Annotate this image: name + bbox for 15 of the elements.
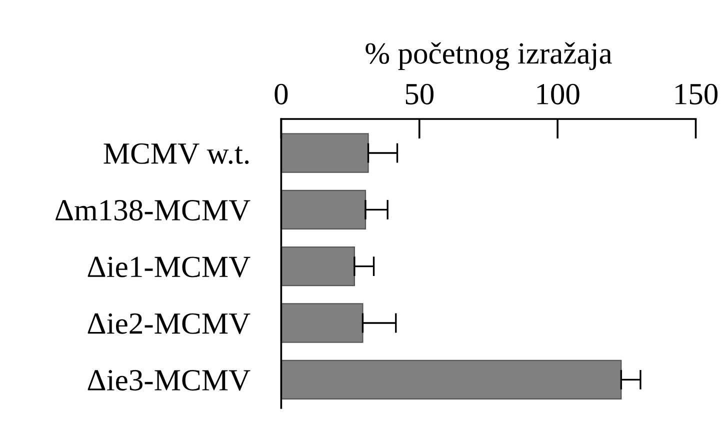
bar — [281, 190, 366, 230]
bar — [281, 246, 355, 286]
bar — [281, 303, 364, 343]
x-tick-label: 0 — [274, 84, 288, 104]
y-tick-label: Δie3-MCMV — [88, 370, 250, 391]
y-tick-label: Δie1-MCMV — [88, 256, 250, 278]
x-tick-label: 150 — [676, 84, 718, 104]
x-axis-title: % početnog izražaja — [366, 42, 612, 70]
bar — [281, 360, 622, 400]
bar — [281, 133, 369, 173]
y-tick-label: Δie2-MCMV — [88, 313, 250, 334]
y-tick-label: MCMV w.t. — [104, 143, 249, 164]
y-tick-label: Δm138-MCMV — [56, 200, 250, 221]
x-tick-label: 100 — [537, 84, 580, 104]
x-tick-label: 50 — [406, 84, 434, 104]
